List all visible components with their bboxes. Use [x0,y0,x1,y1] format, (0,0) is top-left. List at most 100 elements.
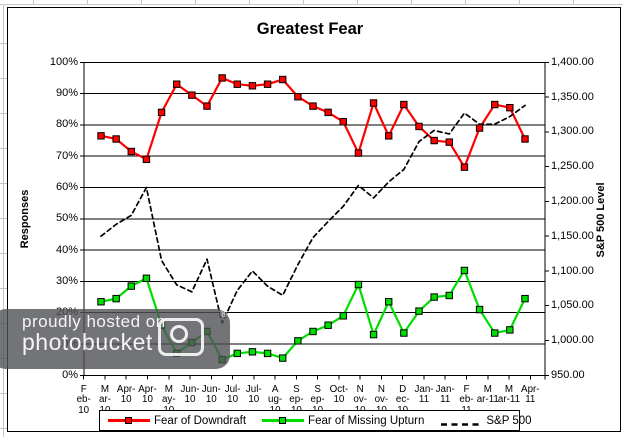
sheet-gridline [0,148,7,149]
data-point-marker [279,75,287,84]
sheet-gridline [519,0,520,4]
data-point-marker [491,100,499,109]
sheet-gridline [195,0,196,4]
sheet-gridline [141,0,142,4]
data-point-marker [203,102,211,110]
sheet-gridline [303,0,304,4]
data-point-marker [233,80,241,88]
data-point-marker [263,349,272,358]
sheet-gridline [465,0,466,4]
data-point-marker [339,118,347,126]
data-point-marker [475,305,484,314]
sheet-gridline [573,0,574,4]
data-point-marker [430,136,438,145]
sheet-gridline [0,393,7,394]
data-point-marker [309,327,317,336]
data-point-marker [460,266,469,275]
data-point-marker [263,80,272,88]
data-point-marker [354,280,363,289]
data-point-marker [173,80,181,88]
legend-entry-fear-of-downdraft: Fear of Downdraft [108,415,246,427]
data-point-marker [460,163,469,171]
legend-entry-sp500: S&P 500 [440,414,532,427]
data-point-marker [385,298,393,306]
chart-legend: Fear of Downdraft Fear of Missing Upturn S… [99,410,532,431]
sheet-gridline [33,0,34,4]
sheet-gridline [3,4,4,437]
data-point-marker [127,282,135,290]
data-point-marker [445,291,453,300]
data-point-marker [324,321,332,329]
data-point-marker [157,108,166,117]
sheet-gridline [0,428,7,429]
sheet-gridline [0,43,7,44]
data-point-marker [112,135,120,143]
data-point-marker [188,91,196,99]
right-axis-title: S&P 500 Level [595,182,607,258]
sheet-gridline [0,78,7,79]
series-sp500 [100,104,526,324]
series-fear-of-downdraft [97,74,529,171]
data-point-marker [97,132,105,140]
data-point-marker [506,103,514,112]
watermark-line1: proudly hosted on [22,312,166,331]
data-point-marker [369,99,378,107]
sheet-gridline [411,0,412,4]
sheet-gridline [249,0,250,4]
data-point-marker [142,274,151,282]
watermark-line2: photobucket [22,329,153,355]
data-point-marker [294,337,302,345]
data-point-marker [112,294,120,303]
data-point-marker [400,329,408,337]
watermark-text: proudly hosted on photobucket [22,312,166,356]
data-point-marker [279,354,287,362]
data-point-marker [400,100,408,109]
data-point-marker [339,312,347,320]
data-point-marker [248,348,257,356]
data-point-marker [218,74,226,82]
left-axis-title: Responses [19,189,31,249]
data-point-marker [521,135,529,143]
sheet-gridline [357,0,358,4]
sheet-gridline [0,4,623,5]
data-point-marker [369,330,378,339]
legend-label: S&P 500 [486,414,532,427]
sheet-gridline [0,288,7,289]
data-point-marker [97,298,105,306]
data-point-marker [506,326,514,334]
data-point-marker [491,329,499,337]
legend-entry-fear-of-missing-upturn: Fear of Missing Upturn [262,415,424,427]
data-point-marker [521,294,529,303]
data-point-marker [142,155,151,164]
legend-sample-sp500 [440,416,482,426]
data-point-marker [233,349,241,358]
legend-sample-fear-of-downdraft [108,416,150,425]
sheet-gridline [0,183,7,184]
photobucket-watermark: proudly hosted on photobucket ® [0,309,230,369]
data-point-marker [324,108,332,117]
registered-trademark-icon: ® [220,309,227,319]
data-point-marker [385,132,393,140]
sheet-gridline [0,113,7,114]
legend-sample-fear-of-missing-upturn [262,416,305,425]
chart-title: Greatest Fear [256,20,364,38]
sheet-gridline [0,253,7,254]
data-point-marker [294,93,302,101]
camera-lens-icon [170,325,188,343]
data-point-marker [415,122,423,131]
sheet-gridline [87,0,88,4]
data-point-marker [354,149,363,157]
data-point-marker [415,307,423,315]
data-point-marker [445,138,453,146]
sheet-gridline [0,218,7,219]
legend-label: Fear of Downdraft [154,414,247,427]
camera-icon [158,318,204,356]
data-point-marker [127,147,135,156]
data-point-marker [309,102,317,110]
data-point-marker [430,293,438,301]
data-point-marker [475,124,484,132]
legend-label: Fear of Missing Upturn [308,414,425,427]
data-point-marker [248,82,257,90]
